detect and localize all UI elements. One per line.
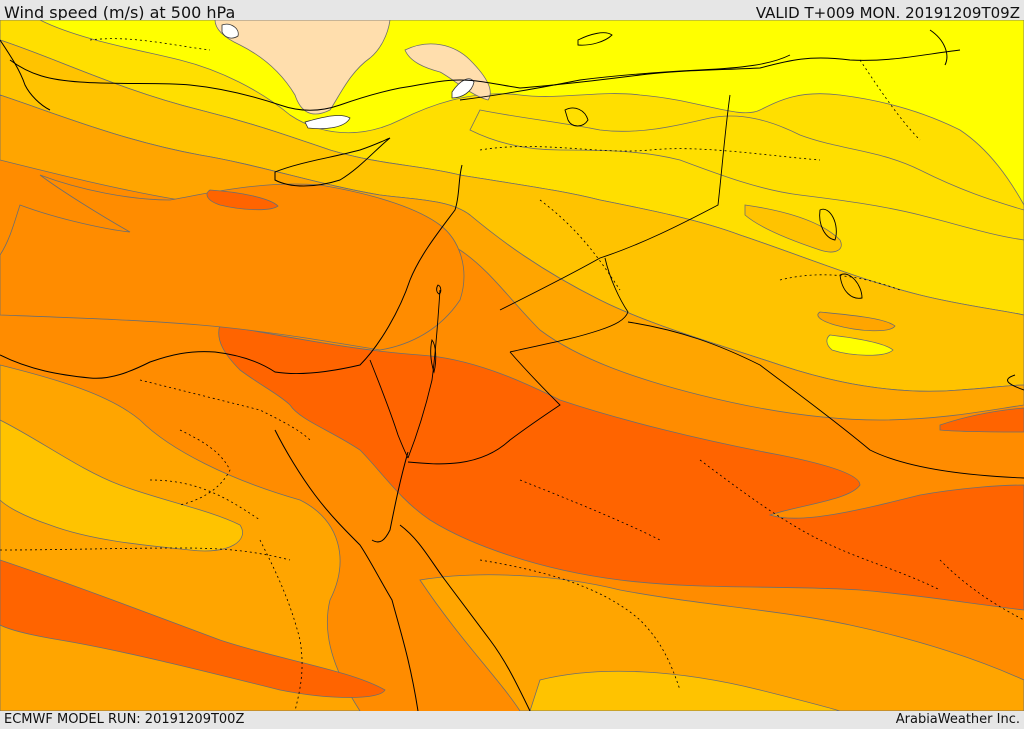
- regional-border-4: [0, 547, 291, 561]
- sea-of-galilee: [436, 284, 442, 295]
- regional-borders: [0, 38, 1024, 711]
- regional-border-9: [479, 559, 681, 691]
- band-amber-east-inner: [744, 204, 842, 253]
- band-orange-west: [0, 174, 465, 351]
- coastline-persian-gulf: [1007, 374, 1024, 391]
- regional-border-2: [479, 146, 821, 161]
- regional-border-13: [859, 59, 921, 141]
- band-white-spot-2: [451, 78, 475, 99]
- band-amber-southwest: [0, 419, 243, 552]
- border-saudi-iraq: [627, 321, 1024, 479]
- band-dark-small-west: [206, 189, 279, 211]
- border-syria-iraq: [499, 94, 731, 311]
- credit-label: ArabiaWeather Inc.: [895, 712, 1020, 727]
- border-egypt-israel: [369, 359, 409, 459]
- coastline-sinai-red-sea: [274, 429, 419, 711]
- border-turkey-syria: [459, 54, 791, 101]
- band-orange-east-patch: [817, 311, 896, 332]
- regional-border-11: [779, 274, 901, 291]
- band-white-spot-3: [221, 23, 239, 39]
- band-dark-southwest: [0, 559, 386, 698]
- band-dark-orange-jet: [218, 324, 1024, 611]
- water-bodies: [430, 32, 863, 374]
- header-bar: Wind speed (m/s) at 500 hPa VALID T+009 …: [0, 0, 1024, 22]
- coastlines: [0, 29, 1024, 711]
- regional-border-14: [939, 559, 1024, 621]
- wind-speed-map[interactable]: [0, 20, 1024, 711]
- valid-time: VALID T+009 MON. 20191209T09Z: [755, 4, 1020, 22]
- regional-border-1: [89, 38, 211, 51]
- lake-razazah: [839, 273, 863, 299]
- lake-tharthar: [819, 208, 837, 241]
- map-title: Wind speed (m/s) at 500 hPa: [4, 3, 236, 22]
- coastline-gulf-of-aqaba: [371, 451, 409, 543]
- band-yellow-east-patch: [826, 334, 894, 356]
- regional-border-5: [139, 379, 311, 441]
- regional-border-6: [179, 429, 231, 506]
- regional-border-8: [519, 479, 661, 541]
- lake-van: [577, 32, 613, 46]
- regional-border-3: [539, 199, 621, 291]
- regional-border-7: [149, 479, 261, 521]
- coastline-mediterranean-south: [0, 164, 463, 379]
- dead-sea: [430, 339, 437, 374]
- coastline-arabia-red-sea: [399, 524, 531, 711]
- model-run-label: ECMWF MODEL RUN: 20191209T00Z: [4, 712, 245, 727]
- coastline-aegean: [0, 39, 51, 111]
- border-jordan-saudi-south: [407, 351, 561, 465]
- band-white-spot-1: [304, 115, 351, 130]
- footer-bar: ECMWF MODEL RUN: 20191209T00Z ArabiaWeat…: [0, 711, 1024, 729]
- band-amber-southeast: [529, 670, 841, 711]
- coastline-cyprus: [274, 137, 391, 187]
- lake-urmia: [564, 107, 589, 127]
- band-dark-orange-east: [939, 407, 1024, 433]
- national-borders: [369, 54, 1024, 479]
- border-jordan-saudi: [509, 257, 629, 353]
- coastline-caspian-edge: [929, 29, 948, 66]
- coastline-turkey: [9, 49, 961, 111]
- border-jordan-israel: [407, 289, 441, 459]
- band-lightest-turkey: [214, 20, 391, 115]
